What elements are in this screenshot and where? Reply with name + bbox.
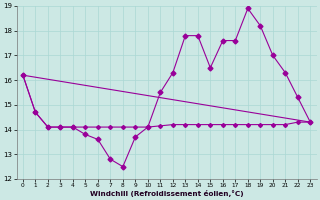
X-axis label: Windchill (Refroidissement éolien,°C): Windchill (Refroidissement éolien,°C) — [90, 190, 244, 197]
